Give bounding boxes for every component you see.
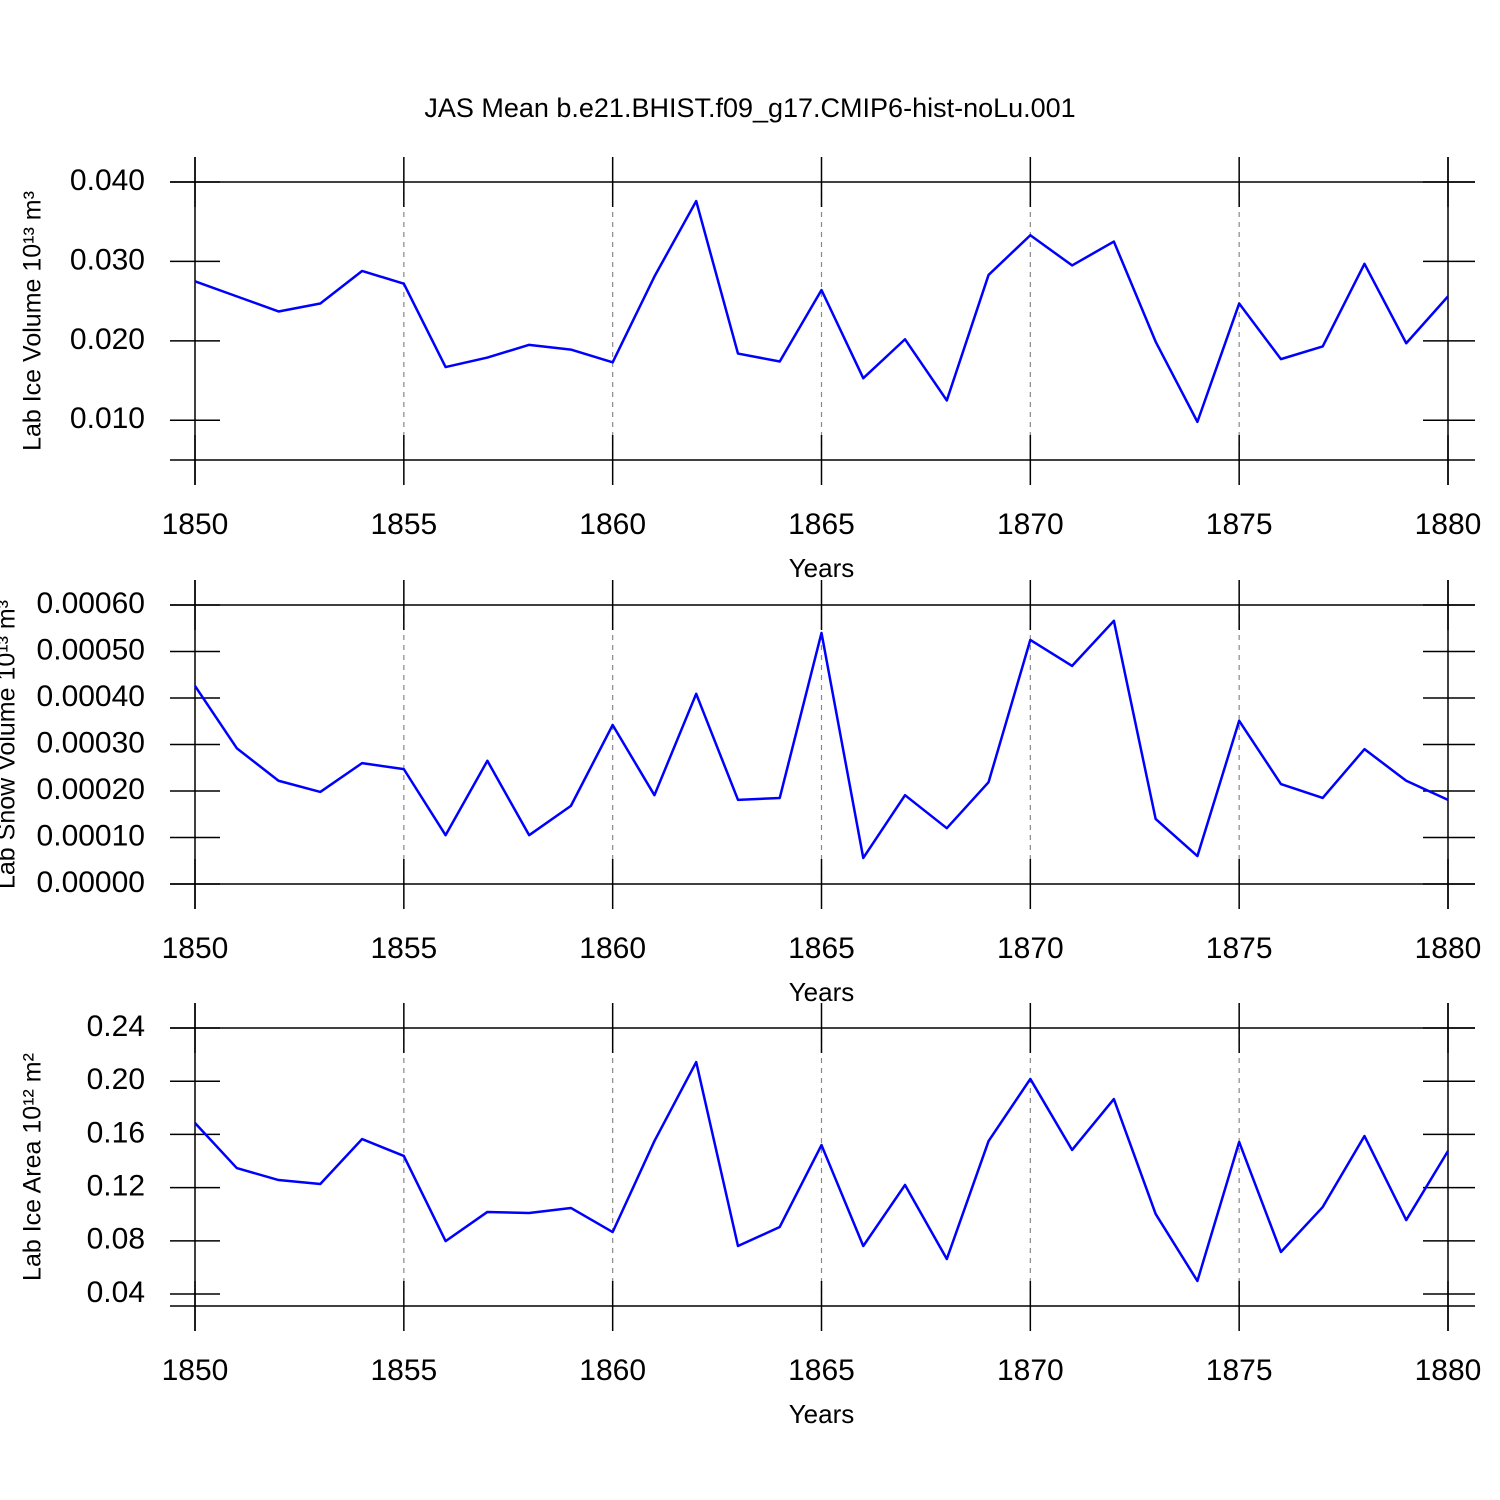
y-tick-label: 0.08 <box>87 1223 145 1256</box>
x-tick-label: 1860 <box>579 1354 646 1387</box>
y-tick-label: 0.00060 <box>37 587 145 620</box>
x-axis-label: Years <box>789 977 855 1007</box>
y-tick-label: 0.00030 <box>37 726 145 759</box>
y-tick-label: 0.00050 <box>37 633 145 666</box>
y-axis-label: Lab Snow Volume 10¹³ m³ <box>0 600 21 889</box>
x-tick-label: 1870 <box>997 1354 1064 1387</box>
figure-title: JAS Mean b.e21.BHIST.f09_g17.CMIP6-hist-… <box>424 93 1075 123</box>
y-tick-label: 0.12 <box>87 1170 145 1203</box>
data-line <box>193 619 1449 860</box>
x-tick-label: 1880 <box>1415 1354 1482 1387</box>
x-tick-label: 1855 <box>370 1354 437 1387</box>
x-tick-label: 1865 <box>788 508 855 541</box>
y-axis-label: Lab Ice Volume 10¹³ m³ <box>19 191 47 451</box>
x-tick-label: 1860 <box>579 508 646 541</box>
y-tick-label: 0.20 <box>87 1063 145 1096</box>
y-tick-label: 0.00000 <box>37 866 145 899</box>
x-tick-label: 1850 <box>162 508 229 541</box>
x-tick-label: 1850 <box>162 932 229 965</box>
y-tick-label: 0.00040 <box>37 680 145 713</box>
x-tick-label: 1865 <box>788 932 855 965</box>
y-tick-label: 0.04 <box>87 1276 145 1309</box>
x-tick-label: 1865 <box>788 1354 855 1387</box>
y-axis-label: Lab Ice Area 10¹² m² <box>19 1053 47 1281</box>
x-tick-label: 1855 <box>370 932 437 965</box>
x-tick-label: 1880 <box>1415 508 1482 541</box>
y-tick-label: 0.040 <box>70 164 145 197</box>
y-tick-label: 0.00020 <box>37 773 145 806</box>
x-tick-label: 1870 <box>997 932 1064 965</box>
x-tick-label: 1870 <box>997 508 1064 541</box>
x-tick-label: 1855 <box>370 508 437 541</box>
y-tick-label: 0.030 <box>70 243 145 276</box>
y-tick-label: 0.00010 <box>37 819 145 852</box>
x-tick-label: 1875 <box>1206 508 1273 541</box>
x-tick-label: 1850 <box>162 1354 229 1387</box>
x-tick-label: 1875 <box>1206 932 1273 965</box>
y-tick-label: 0.24 <box>87 1010 145 1043</box>
data-line <box>194 1060 1450 1283</box>
x-tick-label: 1880 <box>1415 932 1482 965</box>
data-line <box>194 199 1449 424</box>
x-axis-label: Years <box>789 1399 855 1429</box>
y-tick-label: 0.020 <box>70 323 145 356</box>
y-tick-label: 0.010 <box>70 402 145 435</box>
x-axis-label: Years <box>789 553 855 583</box>
x-tick-label: 1860 <box>579 932 646 965</box>
y-tick-label: 0.16 <box>87 1116 145 1149</box>
x-tick-label: 1875 <box>1206 1354 1273 1387</box>
